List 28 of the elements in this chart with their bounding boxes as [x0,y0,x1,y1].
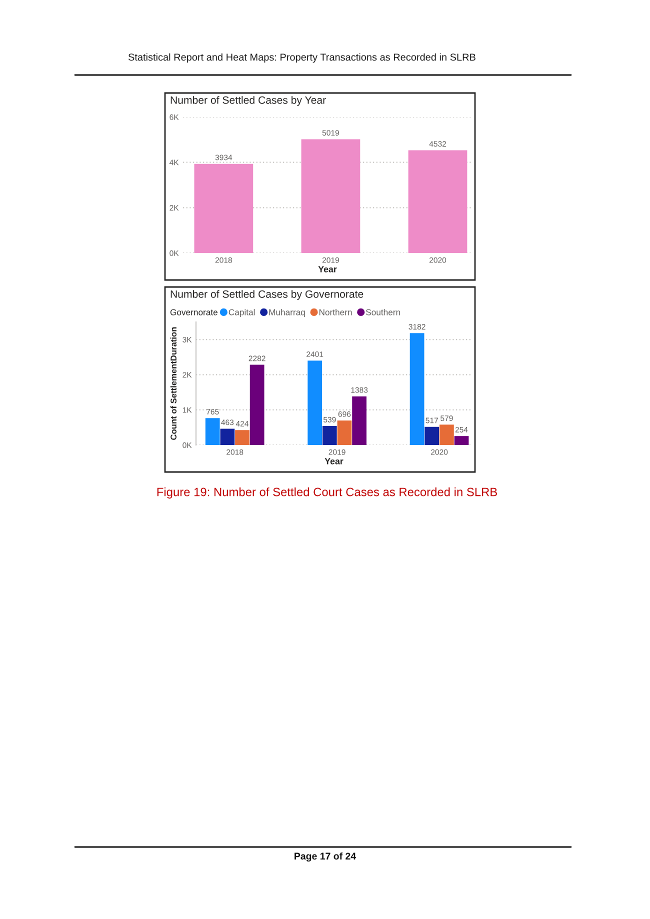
bar [301,139,360,253]
bar [220,428,235,445]
bar [440,424,454,445]
bar [322,426,337,445]
bar [424,426,440,445]
bar [454,436,469,445]
legend-label: Capital [228,308,255,318]
bar [337,420,352,445]
legend-label: Southern [366,308,400,316]
bar [410,333,424,445]
legend-title: Governorate [170,309,218,316]
x-axis-title: Year [318,266,337,272]
bar [308,360,322,445]
bar [194,164,254,253]
chart-title: Number of Settled Cases by Year [170,96,326,106]
bar [250,364,264,445]
text: Statistical Report and Heat Maps: Property Transactions as Recorded in SLRB [128,53,476,63]
bar [235,430,250,445]
bar [205,418,220,445]
y-axis-title: Count of SettlementDuration [170,327,177,440]
chart-title: Number of Settled Cases by Governorate [170,290,364,300]
bar [352,396,366,445]
legend-label: Northern [319,308,352,316]
bar [408,150,468,253]
x-axis-title: Year [324,458,344,464]
legend-label: Muharraq [269,308,305,318]
text: Page 17 of 24 [294,852,356,862]
caption: Figure 19: Number of Settled Court Cases as Recorded in SLRB [157,487,497,499]
